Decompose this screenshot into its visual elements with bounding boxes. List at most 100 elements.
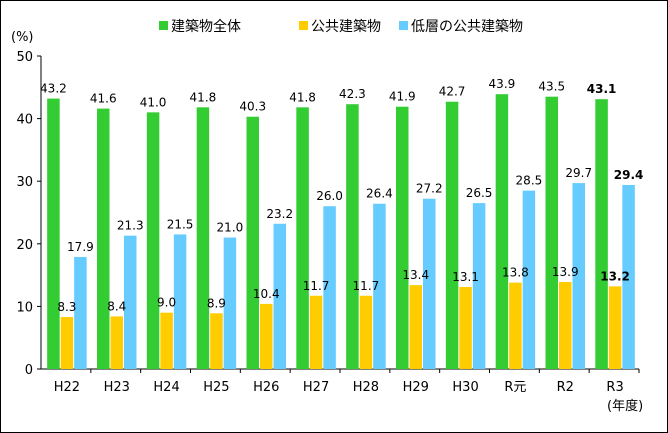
bar — [608, 286, 622, 369]
data-label: 23.2 — [266, 207, 293, 221]
bar — [595, 99, 608, 369]
legend-swatch — [299, 21, 308, 30]
axes: 0 10 20 30 40 50 (%) (年度) H22 H23 H24 H25 H26 H27 H28 H… — [11, 30, 643, 414]
x-tick-label: H25 — [203, 380, 229, 395]
x-tick-label: H26 — [253, 380, 279, 395]
x-tick-label: R元 — [504, 380, 526, 395]
data-label: 13.1 — [452, 270, 479, 284]
data-label: 8.4 — [107, 299, 126, 313]
y-tick-label: 0 — [25, 363, 33, 378]
data-label: 8.3 — [57, 300, 76, 314]
legend-label: 低層の公共建築物 — [411, 19, 523, 35]
data-label: 26.4 — [366, 187, 393, 201]
data-label: 13.2 — [600, 269, 630, 283]
data-label: 17.9 — [67, 240, 94, 254]
x-tick-label: H29 — [403, 380, 429, 395]
bar — [445, 101, 459, 369]
data-label: 26.5 — [466, 186, 493, 200]
data-label: 10.4 — [253, 287, 280, 301]
data-label: 27.2 — [416, 182, 443, 196]
x-tick-label: R3 — [606, 380, 623, 395]
bar — [47, 98, 60, 370]
data-label: 40.3 — [239, 100, 266, 114]
data-labels: 43.2 8.3 17.9 41.6 8.4 21.3 41.0 9.0 21.5 41.8 8.9… — [40, 77, 643, 314]
data-label: 41.6 — [90, 92, 117, 106]
bar — [359, 295, 373, 369]
data-label: 43.9 — [489, 77, 516, 91]
bar — [60, 317, 74, 369]
bar — [196, 107, 210, 369]
data-label: 21.0 — [217, 221, 244, 235]
bar — [522, 190, 536, 369]
y-tick-label: 10 — [16, 300, 33, 315]
legend-label: 建築物全体 — [171, 18, 241, 35]
bar — [273, 223, 286, 369]
bar — [309, 295, 323, 369]
data-label: 13.8 — [502, 266, 529, 280]
data-label: 29.7 — [565, 166, 592, 180]
data-label: 26.0 — [316, 189, 343, 203]
bar — [423, 198, 436, 369]
x-tick-label: H28 — [353, 380, 379, 395]
bar — [572, 183, 585, 369]
bar — [509, 282, 522, 369]
bar — [246, 116, 259, 369]
bar — [323, 206, 336, 369]
data-label: 11.7 — [303, 279, 330, 293]
bar — [622, 184, 635, 369]
bar — [260, 303, 273, 369]
data-label: 41.8 — [289, 90, 316, 104]
data-label: 8.9 — [207, 296, 226, 310]
y-tick-label: 50 — [16, 50, 33, 65]
bar — [296, 107, 309, 369]
bar — [545, 96, 558, 369]
bar — [559, 281, 572, 369]
data-label: 41.0 — [140, 95, 167, 109]
x-tick-label: H27 — [303, 380, 329, 395]
data-label: 42.3 — [339, 87, 366, 101]
bar — [173, 234, 187, 369]
legend-swatch — [399, 21, 408, 30]
bar — [160, 312, 173, 369]
data-label: 41.8 — [190, 90, 217, 104]
data-label: 43.5 — [538, 80, 565, 94]
bar — [346, 104, 359, 370]
y-tick-label: 20 — [16, 238, 33, 253]
bar — [459, 286, 472, 369]
x-tick-label: H23 — [104, 380, 130, 395]
bar — [495, 94, 509, 369]
data-label: 21.5 — [167, 217, 194, 231]
y-tick-label: 40 — [16, 113, 33, 128]
data-label: 13.4 — [402, 268, 429, 282]
bar — [210, 313, 223, 369]
x-tick-label: R2 — [557, 380, 574, 395]
data-label: 43.2 — [40, 82, 67, 96]
y-axis-unit: (%) — [11, 30, 34, 45]
bar — [409, 285, 422, 369]
bar — [74, 256, 87, 369]
x-tick-label: H24 — [153, 380, 179, 395]
bar — [472, 203, 486, 369]
data-label: 11.7 — [353, 279, 380, 293]
legend-label: 公共建築物 — [311, 19, 381, 35]
data-label: 13.9 — [552, 265, 579, 279]
data-label: 29.4 — [614, 168, 644, 182]
x-axis-unit: (年度) — [607, 398, 643, 414]
bar — [97, 108, 110, 370]
x-tick-label: H22 — [54, 380, 80, 395]
bar — [396, 106, 409, 370]
data-label: 21.3 — [117, 219, 144, 233]
legend-swatch — [159, 21, 168, 30]
bar — [223, 237, 237, 369]
bar — [146, 112, 160, 369]
data-label: 43.1 — [587, 82, 617, 96]
bars — [47, 94, 635, 370]
x-tick-label: H30 — [452, 380, 478, 395]
bar — [110, 316, 123, 369]
data-label: 28.5 — [516, 174, 543, 188]
data-label: 42.7 — [439, 85, 466, 99]
data-label: 9.0 — [157, 296, 176, 310]
legend: 建築物全体 公共建築物 低層の公共建築物 — [159, 18, 523, 35]
